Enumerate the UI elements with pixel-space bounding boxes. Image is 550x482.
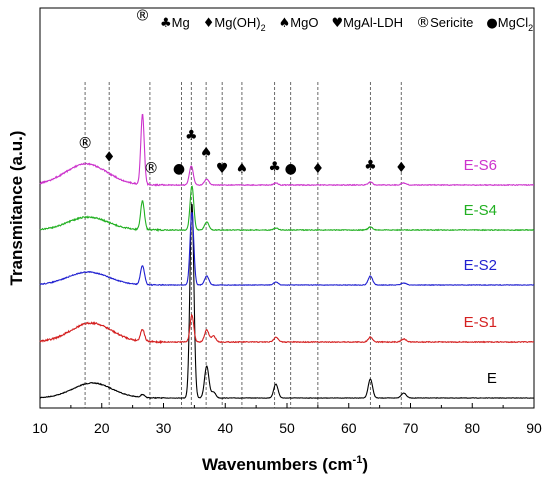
series-label-e-s1: E-S1 — [464, 314, 497, 331]
peak-marker: ● — [173, 161, 185, 177]
series-layer — [39, 113, 535, 400]
x-tick-label: 40 — [217, 420, 233, 436]
peak-marker: ♣ — [364, 158, 377, 174]
peak-marker: ® — [78, 134, 93, 152]
x-tick-label: 30 — [156, 420, 172, 436]
series-label-e: E — [487, 370, 497, 387]
peak-marker: ♣ — [268, 159, 281, 175]
peak-marker: ♦ — [103, 149, 116, 165]
x-tick-label: 90 — [526, 420, 542, 436]
peak-marker: ♦ — [395, 160, 408, 176]
series-label-e-s4: E-S4 — [464, 202, 497, 219]
legend-item: ♥MgAl-LDH — [331, 15, 403, 31]
peak-marker: ♥ — [216, 161, 229, 177]
legend-item: ●MgCl2 — [486, 15, 533, 33]
peak-marker: ♦ — [312, 161, 325, 177]
peak-marker: ♠ — [236, 161, 249, 177]
series-labels: E E-S1 E-S2 E-S4 E-S6 — [464, 157, 497, 387]
x-tick-label: 60 — [341, 420, 357, 436]
series-line-e-s1 — [39, 313, 535, 345]
legend-item: ®Sericite — [416, 15, 473, 31]
reference-lines — [84, 82, 402, 408]
peak-marker: ® — [144, 159, 159, 177]
peak-marker: ● — [285, 161, 297, 177]
series-line-e — [39, 203, 535, 400]
y-axis-title: Transmitance (a.u.) — [7, 131, 26, 286]
x-tick-label: 80 — [464, 420, 480, 436]
series-label-e-s6: E-S6 — [464, 157, 497, 174]
peak-markers: ®♦®® ●♣♠♥ ♠ ♣ ● ♦ ♣ ♦ — [78, 6, 408, 177]
peak-marker: ♣ — [185, 128, 198, 144]
legend: ♣Mg ♦Mg(OH)2 ♠MgO ♥MgAl-LDH ®Sericite ●MgCl2 — [160, 15, 533, 33]
x-axis-title: Wavenumbers (cm-1) — [202, 454, 368, 474]
legend-item: ♦Mg(OH)2 — [203, 15, 266, 33]
x-tick-label: 10 — [32, 420, 48, 436]
x-axis-ticks: 10 20 30 40 50 60 70 80 90 — [32, 403, 542, 436]
plot-frame — [39, 7, 535, 409]
series-line-e-s6 — [39, 113, 535, 187]
series-label-e-s2: E-S2 — [464, 257, 497, 274]
series-line-e-s2 — [39, 211, 535, 287]
series-line-e-s4 — [39, 185, 535, 233]
legend-item: ♣Mg — [160, 15, 190, 31]
x-tick-label: 70 — [403, 420, 419, 436]
peak-marker: ♠ — [200, 145, 213, 161]
x-tick-label: 20 — [94, 420, 110, 436]
x-tick-label: 50 — [279, 420, 295, 436]
legend-item: ♠MgO — [279, 15, 319, 31]
peak-marker: ® — [135, 6, 150, 24]
